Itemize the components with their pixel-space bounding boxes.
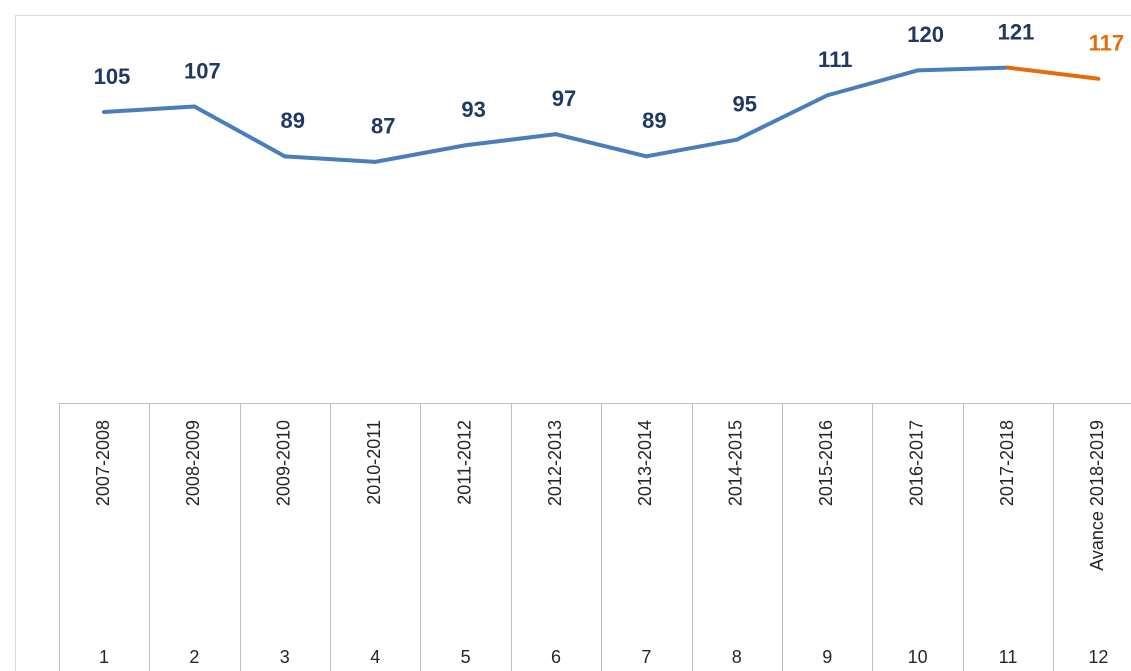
category-number: 11 xyxy=(999,647,1018,667)
category-number: 12 xyxy=(1088,647,1108,667)
x-tick-label: 2016-2017 xyxy=(906,420,926,506)
line-segment xyxy=(373,143,468,164)
data-label: 93 xyxy=(461,97,485,122)
line-segment xyxy=(1006,65,1101,81)
x-tick-label: 2010-2011 xyxy=(364,420,384,505)
line-segment xyxy=(554,132,649,159)
data-label: 111 xyxy=(818,47,852,72)
data-label: 95 xyxy=(733,92,757,117)
data-label: 87 xyxy=(371,114,395,139)
data-label: 89 xyxy=(642,108,666,133)
category-number: 4 xyxy=(370,647,380,667)
line-segment xyxy=(825,68,920,98)
chart-border xyxy=(15,15,1131,671)
line-segment xyxy=(915,65,1010,73)
category-number: 9 xyxy=(822,647,832,667)
x-tick-label: Avance 2018-2019 xyxy=(1087,420,1107,571)
line-segment xyxy=(282,154,378,164)
x-tick-label: 2011-2012 xyxy=(454,420,474,505)
x-tick-label: 2015-2016 xyxy=(816,420,836,506)
category-number: 6 xyxy=(551,647,561,667)
category-number: 8 xyxy=(732,647,742,667)
x-tick-label: 2008-2009 xyxy=(183,420,203,506)
x-tick-label: 2009-2010 xyxy=(274,420,294,506)
data-label: 89 xyxy=(281,108,305,133)
data-label: 120 xyxy=(907,22,944,47)
x-tick-label: 2013-2014 xyxy=(635,420,655,506)
x-tick-label: 2014-2015 xyxy=(726,420,746,506)
data-label: 105 xyxy=(94,64,131,89)
line-segment xyxy=(463,132,558,148)
data-label: 107 xyxy=(184,58,221,83)
category-number: 2 xyxy=(189,647,199,667)
category-number: 7 xyxy=(641,647,651,667)
data-label: 117 xyxy=(1089,31,1125,56)
data-label: 121 xyxy=(998,19,1035,44)
category-number: 1 xyxy=(99,647,109,667)
data-label: 97 xyxy=(552,86,576,111)
line-segment xyxy=(644,137,739,159)
line-segment xyxy=(734,93,830,142)
line-segment xyxy=(192,104,287,159)
category-number: 5 xyxy=(461,647,471,667)
x-tick-label: 2007-2008 xyxy=(93,420,113,506)
category-number: 3 xyxy=(280,647,290,667)
x-tick-label: 2017-2018 xyxy=(997,420,1017,506)
x-tick-label: 2012-2013 xyxy=(545,420,565,506)
category-number: 10 xyxy=(908,647,928,667)
line-segment xyxy=(102,104,197,114)
